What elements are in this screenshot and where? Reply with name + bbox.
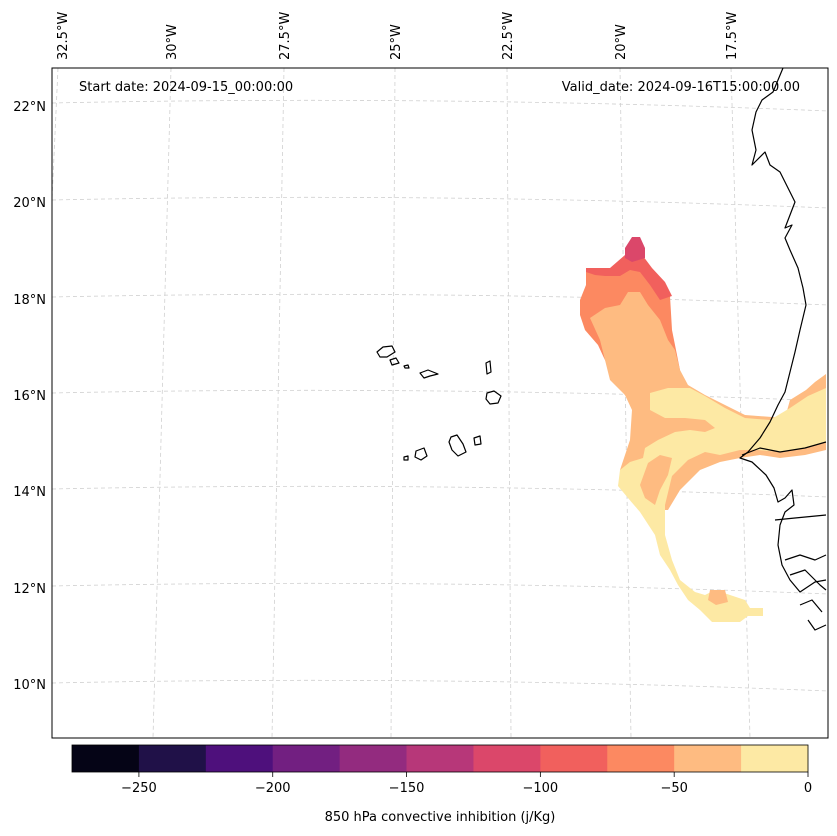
cin-contour-minus100-to-minus75 [586,252,672,300]
island-sal [485,360,492,375]
cin-contour-minus125-to-minus100 [625,237,645,262]
start-date-label: Start date: 2024-09-15_00:00:00 [79,80,293,95]
island-fogo [414,447,428,461]
lon-label-22-5w: 22.5°W [501,12,516,60]
colorbar-tick-label: −100 [523,781,559,796]
cin-filled-contours [580,237,826,622]
colorbar-bin-5 [406,745,474,772]
gridlines [51,67,829,739]
colorbar-bins [72,745,809,772]
cin-contour-minus25-to-0 [618,388,826,622]
colorbar-tick-label: 0 [804,781,812,796]
colorbar: −250 −200 −150 −100 −50 0 850 hPa convective … [71,744,812,825]
colorbar-bin-4 [339,745,407,772]
colorbar-tick-label: −50 [660,781,687,796]
parallel-14n [51,485,829,498]
map-panel: Start date: 2024-09-15_00:00:00 Valid_da… [13,12,829,739]
colorbar-ticks: −250 −200 −150 −100 −50 0 [121,772,812,796]
africa-coastline [739,67,827,593]
lat-label-10n: 10°N [13,678,46,693]
parallel-18n [51,293,829,306]
lat-label-22n: 22°N [13,100,46,115]
lat-label-18n: 18°N [13,293,46,308]
parallel-10n [51,679,829,692]
colorbar-bin-0 [72,745,140,772]
parallel-20n [51,196,829,209]
lon-label-20w: 20°W [614,24,629,60]
colorbar-tick-label: −150 [389,781,425,796]
lat-label-20n: 20°N [13,196,46,211]
map-frame [51,67,829,739]
lon-label-27-5w: 27.5°W [278,12,293,60]
island-boa-vista [485,390,502,405]
colorbar-frame [71,744,809,773]
parallel-12n [51,582,829,595]
colorbar-label: 850 hPa convective inhibition (j/Kg) [325,810,556,825]
colorbar-tick-label: −200 [255,781,291,796]
gambia-coast [774,514,827,521]
valid-date-label: Valid_date: 2024-09-16T15:00:00.00 [562,80,800,95]
colorbar-bin-9 [674,745,742,772]
lon-label-30w: 30°W [165,24,180,60]
colorbar-bin-3 [272,745,341,772]
island-sao-vicente [389,357,400,366]
guinea-coast [784,554,827,631]
lon-label-25w: 25°W [389,24,404,60]
colorbar-bin-1 [138,745,207,772]
latitude-labels: 22°N 20°N 18°N 16°N 14°N 12°N 10°N [13,100,46,693]
island-santo-antao [376,345,396,358]
parallel-22n [51,99,829,112]
cin-inner-band-minus50 [640,455,672,505]
coastlines [376,67,827,631]
parallel-16n [51,389,829,402]
lon-label-17-5w: 17.5°W [725,12,740,60]
colorbar-bin-10 [741,745,809,772]
meridian-32-5w [51,67,59,201]
colorbar-bin-7 [540,745,608,772]
colorbar-bin-8 [607,745,675,772]
colorbar-bin-6 [473,745,541,772]
lon-label-32-5w: 32.5°W [56,12,71,60]
cin-patch-minus50-south [708,590,728,605]
senegal-river-mouth [741,441,827,456]
island-brava [403,455,409,461]
colorbar-tick-label: −250 [121,781,157,796]
island-sao-nicolau [419,369,439,379]
lat-label-16n: 16°N [13,389,46,404]
island-maio [473,435,482,446]
lat-label-12n: 12°N [13,582,46,597]
lat-label-14n: 14°N [13,485,46,500]
longitude-labels: 32.5°W 30°W 27.5°W 25°W 22.5°W 20°W 17.5… [56,12,740,60]
island-santiago [448,434,467,457]
island-santa-luzia [403,364,410,369]
colorbar-bin-2 [205,745,274,772]
